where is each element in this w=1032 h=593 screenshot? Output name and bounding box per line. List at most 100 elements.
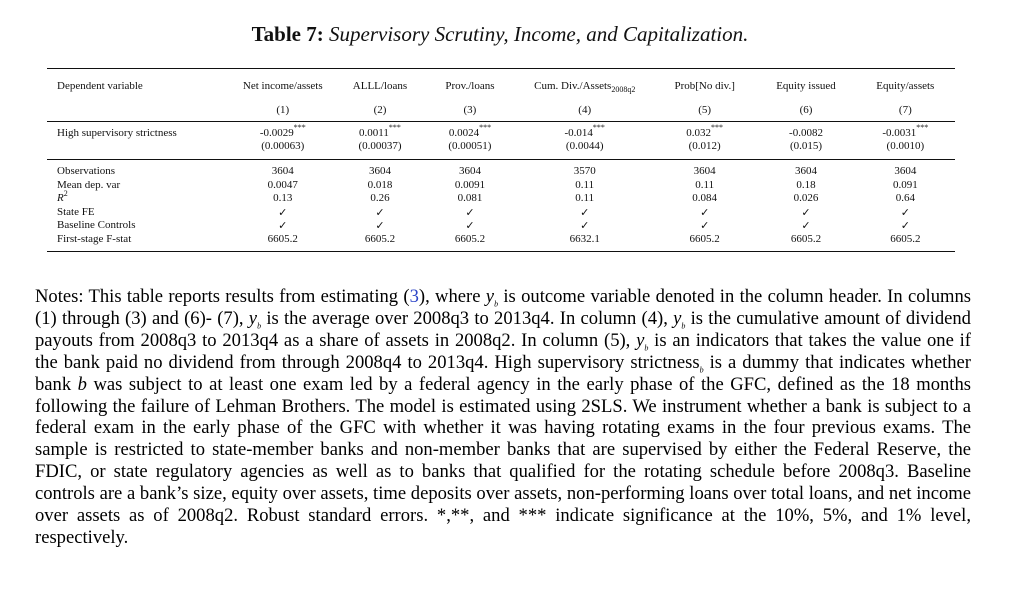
stat-cell: 0.084 <box>692 192 718 205</box>
checkmark-icon: ✓ <box>700 205 710 219</box>
stat-cell: 0.081 <box>457 192 483 205</box>
notes-text: is the cumulative amount of dividend pay… <box>35 307 971 351</box>
baseline-controls-label: Baseline Controls <box>57 219 136 232</box>
stat-cell: 0.0091 <box>454 178 486 191</box>
se-row: (0.00063) (0.00037) (0.00051) (0.0044) (… <box>47 140 955 160</box>
equation-reference-link[interactable]: 3 <box>409 286 419 307</box>
notes-text: ), where <box>418 286 486 307</box>
r2-label-sup: 2 <box>63 188 68 198</box>
checkmark-icon: ✓ <box>465 219 475 233</box>
col-num-5: (5) <box>698 103 712 116</box>
coef-value: -0.0082 <box>789 127 823 139</box>
state-fe-label: State FE <box>57 205 95 218</box>
coef-stars: *** <box>388 123 401 133</box>
col-header-2: ALLL/loans <box>352 79 408 92</box>
stat-cell: 6605.2 <box>267 232 298 245</box>
checkmark-icon: ✓ <box>700 219 710 233</box>
checkmark-icon: ✓ <box>801 219 811 233</box>
column-number-row: (1) (2) (3) (4) (5) (6) (7) <box>47 99 955 122</box>
column-number-blank <box>47 99 229 122</box>
var-b-sub: b <box>494 299 499 309</box>
coef-stars: *** <box>293 123 306 133</box>
stat-cell: 3604 <box>368 165 391 177</box>
stat-cell: 6605.2 <box>689 232 720 245</box>
notes-text: Notes: This table reports results from e… <box>35 286 410 307</box>
coef-cell: 0.0024*** <box>423 122 516 140</box>
stat-cell: 6605.2 <box>364 232 396 245</box>
coef-rule <box>47 159 955 160</box>
stat-cell: 6605.2 <box>890 232 921 245</box>
var-b-sub: b <box>644 343 649 353</box>
coef-row: High supervisory strictness -0.0029*** 0… <box>47 122 955 140</box>
header-rule <box>47 121 955 122</box>
stat-cell: 0.18 <box>796 178 816 191</box>
se-cell: (0.00037) <box>358 140 402 152</box>
coef-cell: 0.032*** <box>653 122 756 140</box>
dep-var-label: Dependent variable <box>57 79 143 92</box>
coef-value: 0.032 <box>686 127 712 139</box>
col-num-7: (7) <box>898 103 912 116</box>
coef-value: -0.0029 <box>259 127 294 139</box>
stat-cell: 0.64 <box>895 192 915 205</box>
stat-cell: 0.091 <box>892 178 918 191</box>
checkmark-icon: ✓ <box>580 219 590 233</box>
checkmark-icon: ✓ <box>580 205 590 219</box>
fstat-row: First-stage F-stat 6605.2 6605.2 6605.2 … <box>47 233 955 251</box>
table-notes: Notes: This table reports results from e… <box>35 286 971 549</box>
observations-label: Observations <box>57 165 116 177</box>
stat-cell: 6605.2 <box>790 232 822 245</box>
coef-value: 0.0024 <box>448 127 480 139</box>
coef-cell: -0.0029*** <box>229 122 337 140</box>
notes-text: is the average over 2008q3 to 2013q4. In… <box>261 307 674 329</box>
col-num-6: (6) <box>799 103 813 116</box>
results-table: Dependent variable Net income/assets ALL… <box>47 69 955 251</box>
checkmark-icon: ✓ <box>278 219 288 233</box>
var-b-sub: b <box>681 321 686 331</box>
var-y: y <box>248 307 258 329</box>
coef-stars: *** <box>711 123 724 133</box>
col-header-5: Prob[No div.] <box>674 79 735 92</box>
se-cell: (0.0010) <box>886 140 925 152</box>
stat-cell: 6605.2 <box>454 232 486 245</box>
col-header-4-name: Cum. Div./Assets <box>534 79 612 92</box>
stat-cell: 3570 <box>573 165 596 177</box>
se-cell: (0.0044) <box>565 140 604 152</box>
col-num-4: (4) <box>578 103 592 116</box>
col-header-7: Equity/assets <box>876 79 935 92</box>
stat-cell: 0.11 <box>695 178 715 191</box>
col-header-3: Prov./loans <box>445 79 495 92</box>
col-header-1: Net income/assets <box>242 79 323 92</box>
checkmark-icon: ✓ <box>375 205 385 219</box>
stat-cell: 0.11 <box>575 178 595 191</box>
stat-cell: 3604 <box>693 165 716 177</box>
var-y: y <box>636 329 645 351</box>
checkmark-icon: ✓ <box>900 219 910 233</box>
stat-cell: 3604 <box>894 165 917 177</box>
se-cell: (0.00063) <box>261 140 305 152</box>
table-caption: Table 7: Supervisory Scrutiny, Income, a… <box>0 22 1000 47</box>
stat-cell: 0.11 <box>575 192 595 205</box>
col-header-4: Cum. Div./Assets2008q2 <box>516 69 653 99</box>
fstat-label: First-stage F-stat <box>57 232 132 245</box>
coef-stars: *** <box>592 123 605 133</box>
coef-cell: -0.014*** <box>516 122 653 140</box>
table-bottom-rule <box>47 250 955 252</box>
checkmark-icon: ✓ <box>278 205 288 219</box>
checkmark-icon: ✓ <box>801 205 811 219</box>
notes-text: is an indicators that takes the value on… <box>35 329 972 373</box>
notes-text: was subject to at least one exam led by … <box>35 373 971 548</box>
stat-cell: 3604 <box>458 165 481 177</box>
coef-cell: -0.0031*** <box>856 122 955 140</box>
col-num-2: (2) <box>373 103 387 116</box>
observations-row: Observations 3604 3604 3604 3570 3604 36… <box>47 160 955 179</box>
coef-stars: *** <box>479 123 492 133</box>
col-num-3: (3) <box>463 103 477 116</box>
mean-dep-row: Mean dep. var 0.0047 0.018 0.0091 0.11 0… <box>47 179 955 193</box>
var-y: y <box>673 307 682 329</box>
stat-cell: 6632.1 <box>569 232 600 245</box>
stat-cell: 3604 <box>271 165 294 177</box>
se-cell: (0.012) <box>688 140 721 152</box>
coef-value: -0.014 <box>564 127 593 139</box>
checkmark-icon: ✓ <box>900 205 910 219</box>
checkmark-icon: ✓ <box>465 205 475 219</box>
